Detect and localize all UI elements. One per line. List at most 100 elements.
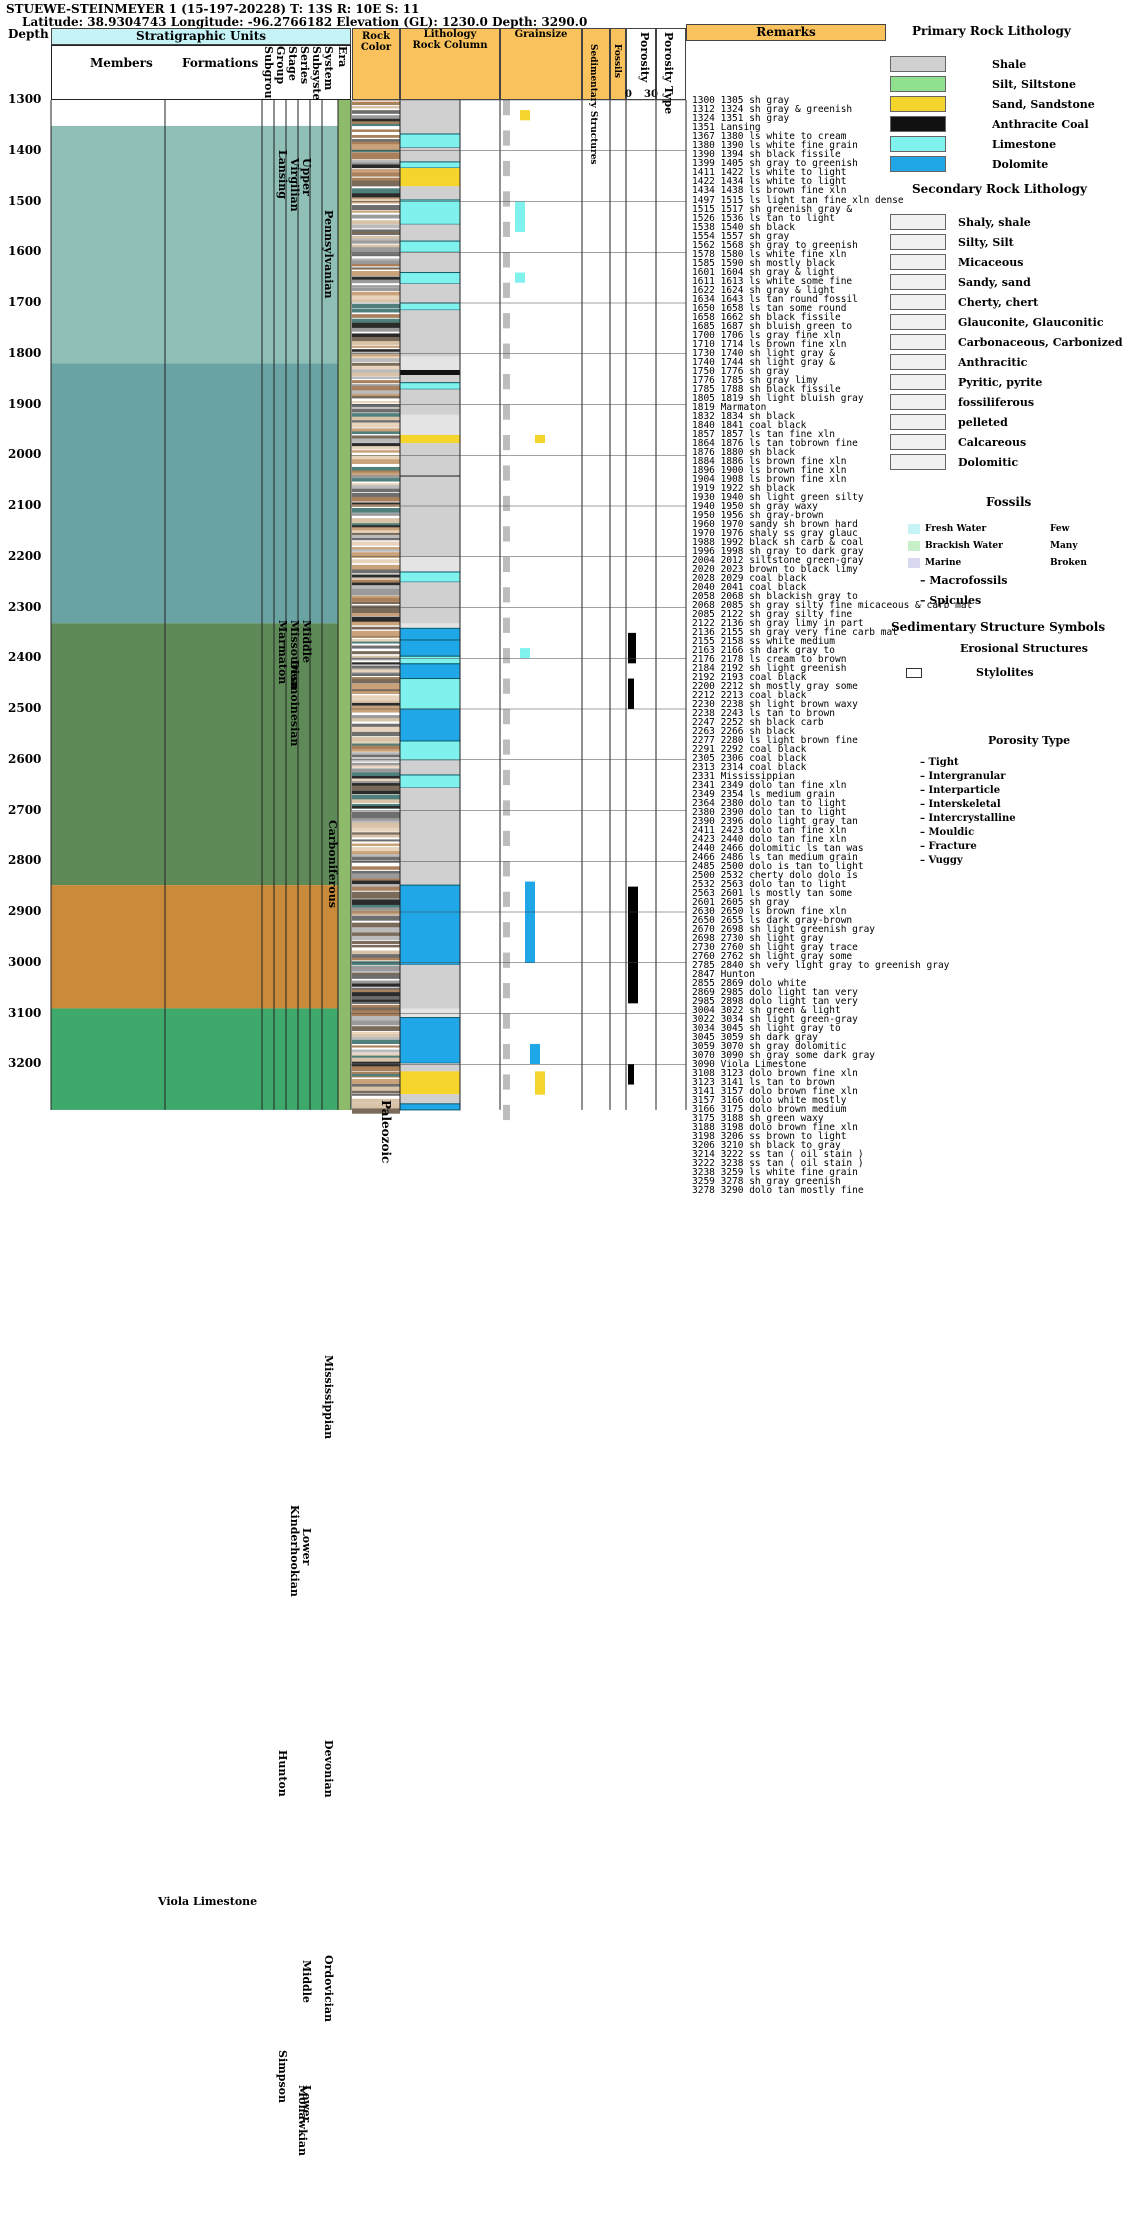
rock-color-strip	[352, 188, 400, 195]
stage-label-missourian: Missourian	[288, 620, 301, 690]
legend-fossils-title: Fossils	[986, 495, 1032, 509]
rock-color-strip	[352, 1016, 400, 1022]
legend-swatch	[890, 234, 946, 250]
members-header: Members	[90, 56, 153, 70]
remark-line: 1970 1976 shaly ss gray glauc	[692, 528, 858, 540]
rock-color-strip	[352, 635, 400, 638]
grainsize-clay	[503, 343, 510, 359]
rock-color-strip	[352, 180, 400, 184]
grainsize-clay	[503, 556, 510, 572]
rock-color-strip	[352, 341, 400, 345]
depth-label: 1600	[8, 244, 42, 259]
remark-line: 2485 2500 dolo is tan to light	[692, 861, 864, 873]
rock-color-strip	[352, 1057, 400, 1063]
depth-label: 2700	[8, 802, 42, 817]
rock-color-strip	[352, 790, 400, 795]
rock-color-strip	[352, 616, 400, 623]
rock-color-strip	[352, 159, 400, 165]
rock-color-header: Rock Color	[352, 28, 400, 100]
lithology-dolo	[399, 708, 461, 742]
rock-color-strip	[352, 752, 400, 756]
rock-color-strip	[352, 435, 400, 441]
rock-color-strip	[352, 422, 400, 428]
legend-label: Micaceous	[958, 256, 1024, 269]
rock-color-strip	[352, 745, 400, 750]
legend-label: Silty, Silt	[958, 236, 1014, 249]
legend-label: Silt, Siltstone	[992, 78, 1077, 91]
rock-color-strip	[352, 177, 400, 182]
strat-units-header: Stratigraphic Units	[51, 28, 351, 45]
rock-color-strip	[352, 1086, 400, 1091]
rock-color-strip	[352, 1036, 400, 1041]
remark-line: 1611 1613 ls white some fine	[692, 276, 853, 288]
rock-color-strip	[352, 843, 400, 847]
fossil-water-swatch	[908, 558, 920, 568]
rock-color-strip	[352, 345, 400, 348]
rock-color-strip	[352, 210, 400, 213]
rock-color-strip	[352, 904, 400, 910]
log-graphics	[50, 100, 687, 1121]
remark-line: 3123 3141 ls tan to brown	[692, 1077, 835, 1089]
lithology-ss	[400, 434, 460, 444]
grainsize-clay	[503, 648, 510, 664]
stage-label-desmoinesian: Desmoinesian	[288, 660, 301, 747]
remark-line: 3090 Viola Limestone	[692, 1059, 807, 1071]
remark-line: 1312 1324 sh gray & greenish	[692, 104, 853, 115]
rock-color-strip	[352, 1034, 400, 1037]
group-label-hunton: Hunton	[276, 1750, 289, 1797]
legend-label: Few	[1050, 524, 1070, 534]
system-label-pennsylvanian: Pennsylvanian	[322, 210, 335, 299]
rock-color-strip	[352, 287, 400, 292]
legend-label: – Fracture	[920, 841, 977, 852]
remarks-header: Remarks	[686, 24, 886, 41]
remark-line: 2985 2898 dolo light tan very	[692, 996, 858, 1008]
rock-color-strip	[352, 214, 400, 219]
remark-line: 2601 2605 sh gray	[692, 897, 790, 909]
remark-line: 3157 3166 dolo white mostly	[692, 1095, 847, 1107]
rock-color-strip	[352, 205, 400, 211]
remark-line: 1554 1557 sh gray	[692, 231, 790, 243]
remark-line: 3238 3259 ls white fine grain	[692, 1167, 858, 1179]
rock-color-strip	[352, 927, 400, 933]
rock-color-strip	[352, 996, 400, 1000]
rock-color-strip	[352, 781, 400, 786]
legend-label: Many	[1050, 541, 1078, 551]
rock-color-strip	[352, 839, 400, 842]
porosity-type-label: Porosity Type	[662, 32, 675, 115]
rock-color-strip	[352, 362, 400, 366]
remark-line: 2136 2155 sh gray very fine carb mat	[692, 627, 898, 639]
remark-line: 1390 1394 sh black fissile	[692, 149, 841, 160]
depth-label: 3100	[8, 1005, 42, 1020]
rock-color-strip	[352, 1061, 400, 1064]
grainsize-clay	[503, 617, 510, 633]
remark-line: 1710 1714 ls brown fine xln	[692, 339, 847, 351]
legend-swatch	[890, 136, 946, 152]
rock-color-strip	[352, 461, 400, 464]
lithology-sh	[400, 100, 460, 135]
rock-color-strip	[352, 944, 400, 948]
lithology-ls	[399, 302, 461, 311]
legend-swatch	[890, 334, 946, 350]
rock-color-strip	[352, 372, 400, 377]
rock-color-strip	[352, 574, 400, 578]
rock-color-strip	[352, 1066, 400, 1072]
remark-line: 2068 2085 sh gray silty fine micaceous &…	[692, 600, 973, 612]
grainsize-clay	[503, 709, 510, 725]
grainsize-clay	[503, 100, 510, 116]
remark-line: 3059 3070 sh gray dolomitic	[692, 1041, 847, 1053]
group-label-lansing: Lansing	[276, 150, 289, 199]
depth-label: 3200	[8, 1056, 42, 1071]
remark-line: 1904 1908 ls brown fine xln	[692, 474, 847, 486]
rock-color-strip	[352, 655, 400, 660]
remark-line: 2122 2136 sh gray limy in part	[692, 618, 864, 630]
lithology-dolo	[399, 639, 461, 657]
remark-line: 3166 3175 dolo brown medium	[692, 1104, 847, 1116]
rock-color-strip	[352, 384, 400, 388]
rock-color-strip	[352, 386, 400, 392]
porosity-bar	[628, 632, 636, 664]
lithology-dolo	[399, 1103, 461, 1111]
rock-color-strip	[352, 783, 400, 788]
rock-color-strip	[352, 564, 400, 570]
remark-line: 2500 2532 cherty dolo dolo is	[692, 870, 858, 882]
system-label-mississippian: Mississippian	[322, 1355, 335, 1440]
